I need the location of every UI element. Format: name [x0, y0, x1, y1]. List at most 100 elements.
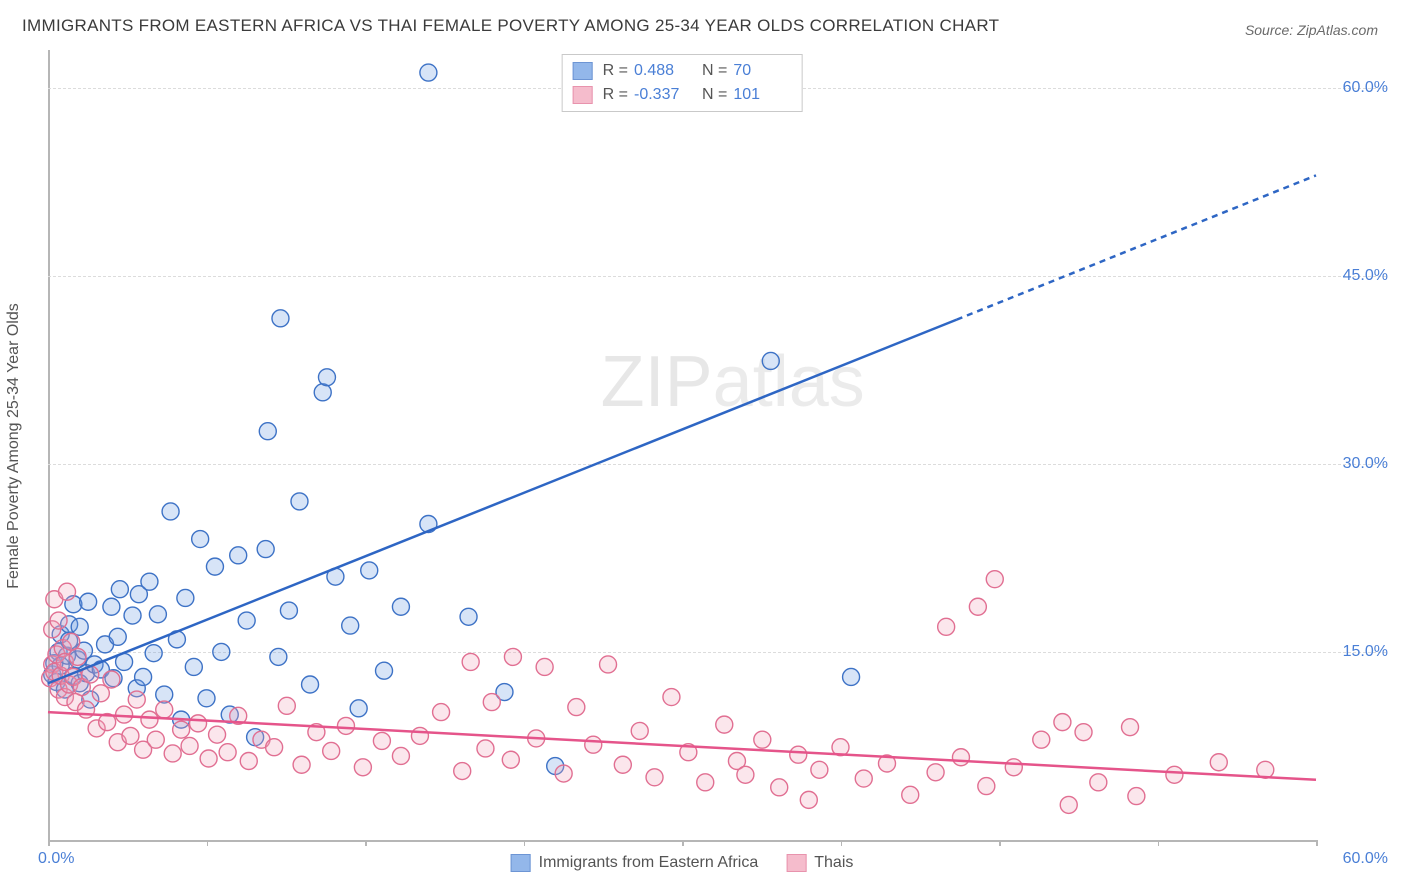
- scatter-point-series-2: [614, 756, 631, 773]
- scatter-point-series-1: [80, 593, 97, 610]
- scatter-point-series-2: [536, 658, 553, 675]
- scatter-point-series-2: [433, 704, 450, 721]
- source-attribution: Source: ZipAtlas.com: [1245, 22, 1378, 38]
- x-tick-mark: [48, 840, 50, 846]
- scatter-point-series-2: [323, 742, 340, 759]
- scatter-point-series-1: [342, 617, 359, 634]
- legend-row-series-1: R = 0.488 N = 70: [573, 59, 792, 83]
- scatter-point-series-2: [631, 722, 648, 739]
- scatter-point-series-1: [206, 558, 223, 575]
- scatter-point-series-2: [1033, 731, 1050, 748]
- y-axis-label: Female Poverty Among 25-34 Year Olds: [5, 303, 23, 589]
- scatter-point-series-2: [1166, 766, 1183, 783]
- scatter-point-series-1: [145, 645, 162, 662]
- scatter-point-series-1: [361, 562, 378, 579]
- scatter-point-series-2: [600, 656, 617, 673]
- scatter-point-series-2: [1060, 796, 1077, 813]
- scatter-point-series-2: [278, 697, 295, 714]
- scatter-point-series-1: [843, 668, 860, 685]
- y-tick-label: 15.0%: [1324, 643, 1388, 661]
- scatter-point-series-2: [411, 727, 428, 744]
- scatter-point-series-2: [1122, 719, 1139, 736]
- scatter-point-series-2: [811, 761, 828, 778]
- scatter-point-series-2: [504, 648, 521, 665]
- legend-r-label: R =: [603, 62, 628, 80]
- scatter-point-series-1: [141, 573, 158, 590]
- series-legend-item-1: Immigrants from Eastern Africa: [511, 854, 759, 872]
- legend-n-label: N =: [702, 86, 727, 104]
- scatter-point-series-2: [716, 716, 733, 733]
- scatter-point-series-2: [646, 769, 663, 786]
- scatter-point-series-1: [135, 668, 152, 685]
- scatter-point-series-2: [502, 751, 519, 768]
- scatter-point-series-2: [663, 689, 680, 706]
- x-tick-mark: [365, 840, 367, 846]
- scatter-point-series-2: [568, 699, 585, 716]
- scatter-point-series-2: [737, 766, 754, 783]
- scatter-point-series-1: [420, 64, 437, 81]
- scatter-point-series-1: [302, 676, 319, 693]
- scatter-point-series-2: [697, 774, 714, 791]
- scatter-svg: [48, 50, 1316, 840]
- correlation-legend: R = 0.488 N = 70 R = -0.337 N = 101: [562, 54, 803, 112]
- scatter-point-series-2: [293, 756, 310, 773]
- y-tick-label: 45.0%: [1324, 267, 1388, 285]
- scatter-point-series-1: [392, 598, 409, 615]
- scatter-point-series-1: [259, 423, 276, 440]
- x-tick-mark: [524, 840, 526, 846]
- scatter-point-series-1: [192, 531, 209, 548]
- scatter-point-series-2: [969, 598, 986, 615]
- scatter-point-series-2: [219, 744, 236, 761]
- scatter-point-series-2: [209, 726, 226, 743]
- y-tick-label: 60.0%: [1324, 79, 1388, 97]
- scatter-point-series-2: [200, 750, 217, 767]
- plot-area: ZIPatlas 15.0%30.0%45.0%60.0% 0.0% 60.0%…: [48, 50, 1316, 842]
- scatter-point-series-1: [111, 581, 128, 598]
- scatter-point-series-2: [1090, 774, 1107, 791]
- series-legend: Immigrants from Eastern Africa Thais: [511, 854, 854, 872]
- scatter-point-series-2: [354, 759, 371, 776]
- x-axis-max-label: 60.0%: [1343, 850, 1388, 868]
- series-swatch-2: [786, 854, 806, 872]
- y-tick-label: 30.0%: [1324, 455, 1388, 473]
- scatter-point-series-2: [771, 779, 788, 796]
- scatter-point-series-2: [373, 732, 390, 749]
- scatter-point-series-2: [454, 763, 471, 780]
- scatter-point-series-1: [103, 598, 120, 615]
- scatter-point-series-2: [902, 786, 919, 803]
- scatter-point-series-1: [376, 662, 393, 679]
- scatter-point-series-2: [181, 737, 198, 754]
- scatter-point-series-2: [986, 571, 1003, 588]
- scatter-point-series-2: [483, 694, 500, 711]
- scatter-point-series-2: [147, 731, 164, 748]
- scatter-point-series-2: [978, 778, 995, 795]
- x-tick-mark: [841, 840, 843, 846]
- legend-n-label: N =: [702, 62, 727, 80]
- scatter-point-series-2: [128, 691, 145, 708]
- x-tick-mark: [1316, 840, 1318, 846]
- scatter-point-series-2: [952, 749, 969, 766]
- scatter-point-series-1: [272, 310, 289, 327]
- scatter-point-series-2: [59, 583, 76, 600]
- trend-line-dashed-series-1: [957, 175, 1316, 319]
- legend-n-value-1: 70: [733, 62, 791, 80]
- scatter-point-series-1: [109, 628, 126, 645]
- scatter-point-series-1: [318, 369, 335, 386]
- scatter-point-series-1: [213, 643, 230, 660]
- x-tick-mark: [207, 840, 209, 846]
- scatter-point-series-1: [230, 547, 247, 564]
- scatter-point-series-2: [462, 653, 479, 670]
- scatter-point-series-2: [1210, 754, 1227, 771]
- scatter-point-series-2: [69, 648, 86, 665]
- scatter-point-series-1: [762, 352, 779, 369]
- x-tick-mark: [1158, 840, 1160, 846]
- scatter-point-series-1: [314, 384, 331, 401]
- scatter-point-series-2: [156, 701, 173, 718]
- scatter-point-series-2: [50, 612, 67, 629]
- series-name-1: Immigrants from Eastern Africa: [539, 854, 759, 872]
- scatter-point-series-2: [240, 753, 257, 770]
- scatter-point-series-2: [392, 747, 409, 764]
- scatter-point-series-1: [280, 602, 297, 619]
- scatter-point-series-2: [754, 731, 771, 748]
- scatter-point-series-2: [555, 765, 572, 782]
